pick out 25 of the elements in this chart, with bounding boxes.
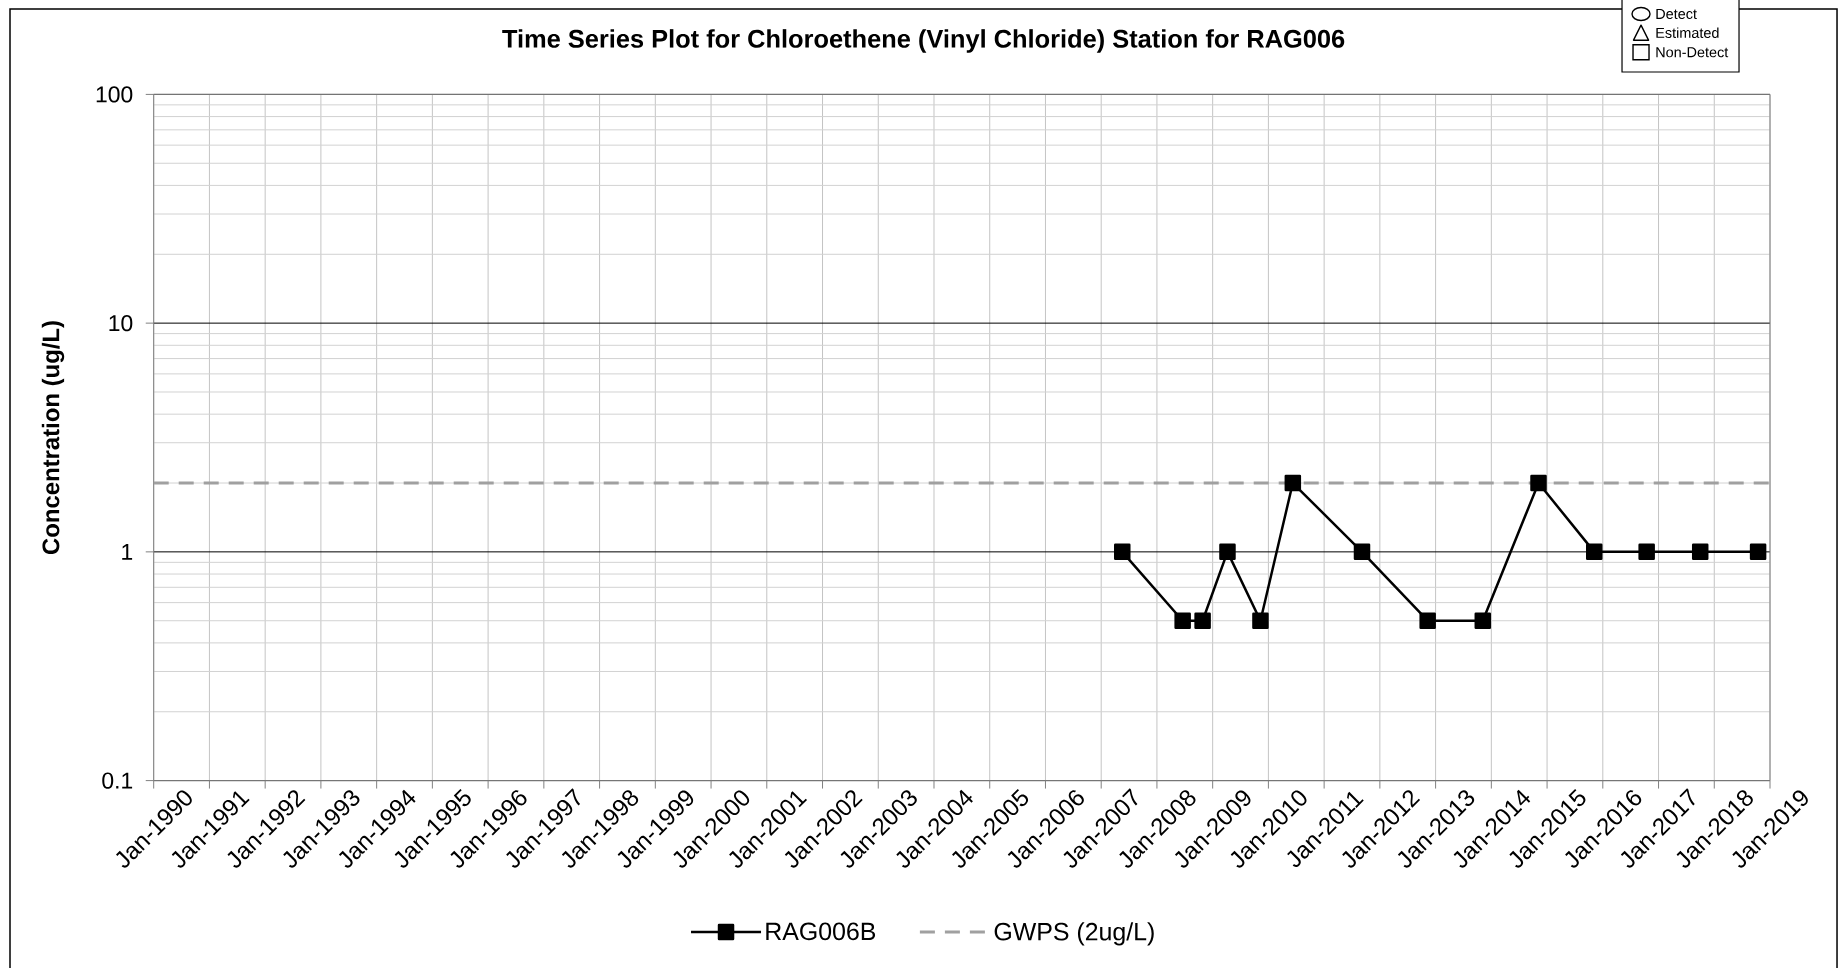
point <box>1219 543 1236 561</box>
y-tick-label: 100 <box>96 86 133 103</box>
y-tick-label: 0.1 <box>102 772 133 789</box>
chart-title: Time Series Plot for Chloroethene (Vinyl Chloride) Station for RAG006 <box>502 29 1345 53</box>
point <box>1194 612 1211 629</box>
y-axis-title: Concentration (ug/L) <box>41 321 65 555</box>
text: Detect <box>1656 8 1697 20</box>
point <box>1749 543 1767 561</box>
point <box>1114 543 1131 561</box>
point <box>1530 474 1547 492</box>
point <box>1691 543 1709 561</box>
point <box>1174 612 1191 629</box>
y-tick-label: 1 <box>122 543 133 560</box>
legend-label: RAG006B <box>766 922 876 941</box>
point <box>1419 612 1436 629</box>
point <box>1586 543 1603 561</box>
legend-label: GWPS (2ug/L) <box>994 922 1154 946</box>
point <box>1638 543 1655 561</box>
text: Non-Detect <box>1656 47 1729 58</box>
y-tick-label: 10 <box>109 315 133 332</box>
point <box>1284 474 1302 492</box>
point <box>1474 612 1492 629</box>
point <box>1252 612 1269 629</box>
point <box>1353 543 1371 561</box>
text: Estimated <box>1656 27 1719 38</box>
